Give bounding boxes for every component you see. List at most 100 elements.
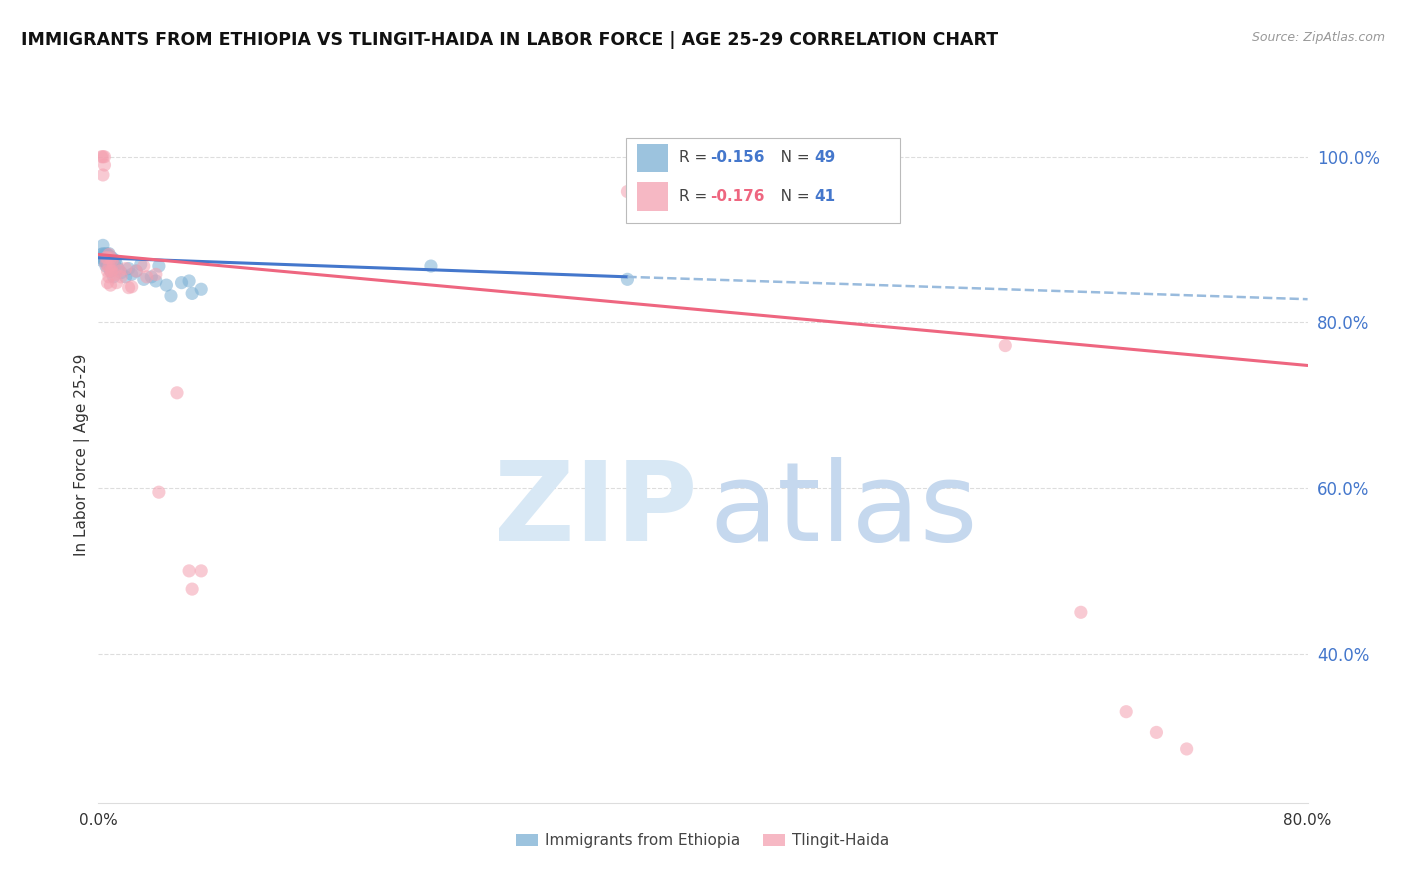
- Text: N =: N =: [766, 189, 814, 203]
- Point: [96, 251, 118, 265]
- Point: [98, 253, 121, 268]
- Point: [145, 268, 167, 282]
- Text: atlas: atlas: [709, 457, 977, 564]
- Text: R =: R =: [679, 151, 713, 165]
- Point: [91, 168, 114, 182]
- Point: [1144, 725, 1167, 739]
- Point: [93, 247, 115, 261]
- Point: [420, 259, 443, 273]
- Point: [94, 257, 117, 271]
- Point: [166, 385, 188, 400]
- Point: [1070, 605, 1092, 619]
- Point: [145, 274, 167, 288]
- Point: [94, 251, 117, 265]
- Point: [100, 278, 122, 293]
- Text: N =: N =: [766, 151, 814, 165]
- Point: [148, 259, 170, 273]
- Text: R =: R =: [679, 189, 713, 203]
- Text: IMMIGRANTS FROM ETHIOPIA VS TLINGIT-HAIDA IN LABOR FORCE | AGE 25-29 CORRELATION: IMMIGRANTS FROM ETHIOPIA VS TLINGIT-HAID…: [21, 31, 998, 49]
- Point: [1115, 705, 1137, 719]
- Point: [96, 264, 118, 278]
- Point: [94, 256, 117, 270]
- Point: [100, 251, 122, 265]
- Point: [94, 259, 117, 273]
- Text: ZIP: ZIP: [494, 457, 697, 564]
- Point: [121, 268, 143, 282]
- Point: [100, 253, 122, 268]
- Point: [100, 264, 122, 278]
- Point: [96, 247, 118, 261]
- Point: [110, 269, 132, 284]
- Point: [101, 251, 124, 265]
- Point: [118, 261, 141, 276]
- Point: [190, 564, 212, 578]
- Point: [105, 276, 128, 290]
- Point: [93, 150, 115, 164]
- Point: [114, 261, 136, 276]
- Point: [93, 251, 115, 265]
- Point: [89, 251, 111, 265]
- Point: [98, 269, 121, 284]
- Point: [91, 251, 114, 265]
- Point: [91, 238, 114, 252]
- Point: [96, 257, 118, 271]
- Text: 41: 41: [814, 189, 835, 203]
- Point: [90, 150, 112, 164]
- Text: Source: ZipAtlas.com: Source: ZipAtlas.com: [1251, 31, 1385, 45]
- Point: [994, 338, 1017, 352]
- Point: [98, 257, 121, 271]
- Point: [91, 150, 114, 164]
- Y-axis label: In Labor Force | Age 25-29: In Labor Force | Age 25-29: [75, 354, 90, 556]
- Point: [100, 264, 122, 278]
- Point: [96, 251, 118, 265]
- Point: [135, 269, 157, 284]
- Point: [96, 253, 118, 268]
- Point: [141, 269, 163, 284]
- Point: [96, 276, 118, 290]
- Point: [105, 257, 128, 271]
- Point: [114, 269, 136, 284]
- Point: [94, 251, 117, 265]
- Point: [132, 259, 155, 273]
- Point: [107, 261, 129, 276]
- Point: [93, 253, 115, 268]
- Point: [103, 269, 125, 284]
- Point: [125, 264, 148, 278]
- Point: [616, 272, 638, 286]
- Point: [101, 264, 124, 278]
- Point: [181, 582, 204, 596]
- Point: [125, 264, 148, 278]
- Point: [155, 278, 177, 293]
- Point: [148, 485, 170, 500]
- Text: 49: 49: [814, 151, 835, 165]
- Point: [190, 282, 212, 296]
- Point: [181, 286, 204, 301]
- Point: [129, 257, 152, 271]
- Point: [104, 253, 127, 268]
- Point: [110, 266, 132, 280]
- Point: [179, 274, 201, 288]
- Point: [118, 280, 141, 294]
- Legend: Immigrants from Ethiopia, Tlingit-Haida: Immigrants from Ethiopia, Tlingit-Haida: [510, 827, 896, 855]
- Point: [101, 253, 124, 268]
- Point: [121, 280, 143, 294]
- Point: [98, 247, 121, 261]
- Point: [132, 272, 155, 286]
- Point: [160, 289, 183, 303]
- Point: [101, 253, 124, 268]
- Point: [100, 251, 122, 265]
- Text: -0.176: -0.176: [710, 189, 765, 203]
- Point: [98, 259, 121, 273]
- Point: [98, 246, 121, 260]
- Text: -0.156: -0.156: [710, 151, 765, 165]
- Point: [90, 253, 112, 268]
- Point: [90, 247, 112, 261]
- Point: [103, 257, 125, 271]
- Point: [1175, 742, 1198, 756]
- Point: [93, 158, 115, 172]
- Point: [170, 276, 193, 290]
- Point: [179, 564, 201, 578]
- Point: [104, 268, 127, 282]
- Point: [91, 246, 114, 260]
- Point: [616, 185, 638, 199]
